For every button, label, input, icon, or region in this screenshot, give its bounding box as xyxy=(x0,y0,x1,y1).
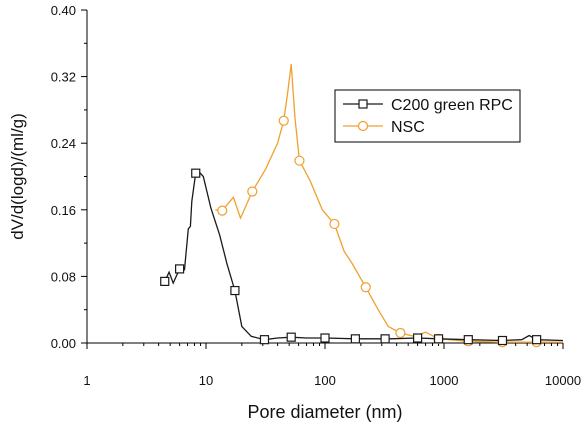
data-point xyxy=(395,327,406,339)
series-layer xyxy=(160,64,564,348)
data-point xyxy=(413,333,423,343)
data-point xyxy=(531,335,542,345)
data-point xyxy=(294,155,305,166)
data-point xyxy=(247,186,258,197)
y-tick-label: 0.08 xyxy=(51,269,76,284)
y-tick-label: 0.40 xyxy=(51,3,76,18)
legend-box xyxy=(334,89,521,143)
data-point xyxy=(175,264,185,274)
data-point xyxy=(320,333,330,343)
series-line xyxy=(215,64,563,343)
data-point xyxy=(380,334,390,344)
legend-label: NSC xyxy=(391,119,425,136)
data-point xyxy=(230,285,240,296)
y-tick-label: 0.32 xyxy=(51,70,76,85)
data-point xyxy=(286,332,296,342)
legend-marker xyxy=(357,120,369,132)
y-axis-label: dV/d(logd)/(ml/g) xyxy=(8,113,27,240)
x-tick-label: 10 xyxy=(199,373,213,388)
data-point xyxy=(191,168,201,178)
axes: 0.00 0.08 0.16 0.24 0.32 0.40 1 10 100 1000 10000 xyxy=(51,3,581,388)
x-tick-label: 100 xyxy=(314,373,336,388)
x-tick-label: 1 xyxy=(83,373,90,388)
legend: C200 green RPC NSC xyxy=(334,89,521,143)
legend-marker xyxy=(358,99,368,109)
legend-label: C200 green RPC xyxy=(391,97,513,114)
series-c200-green-rpc xyxy=(160,168,564,346)
x-tick-label: 10000 xyxy=(545,373,581,388)
data-point xyxy=(463,335,473,345)
series-nsc xyxy=(215,64,563,348)
data-point xyxy=(217,205,228,216)
data-point xyxy=(497,335,508,346)
y-tick-label: 0.00 xyxy=(51,336,76,351)
data-point xyxy=(350,334,360,344)
x-tick-label: 1000 xyxy=(430,373,459,388)
y-tick-label: 0.24 xyxy=(51,136,76,151)
data-point xyxy=(160,276,170,286)
data-point xyxy=(259,335,270,345)
data-point xyxy=(278,115,289,126)
data-point xyxy=(433,334,444,344)
data-point xyxy=(360,282,371,293)
data-point xyxy=(329,218,340,230)
y-tick-label: 0.16 xyxy=(51,203,76,218)
x-axis-label: Pore diameter (nm) xyxy=(247,402,402,422)
series-line xyxy=(164,171,564,342)
